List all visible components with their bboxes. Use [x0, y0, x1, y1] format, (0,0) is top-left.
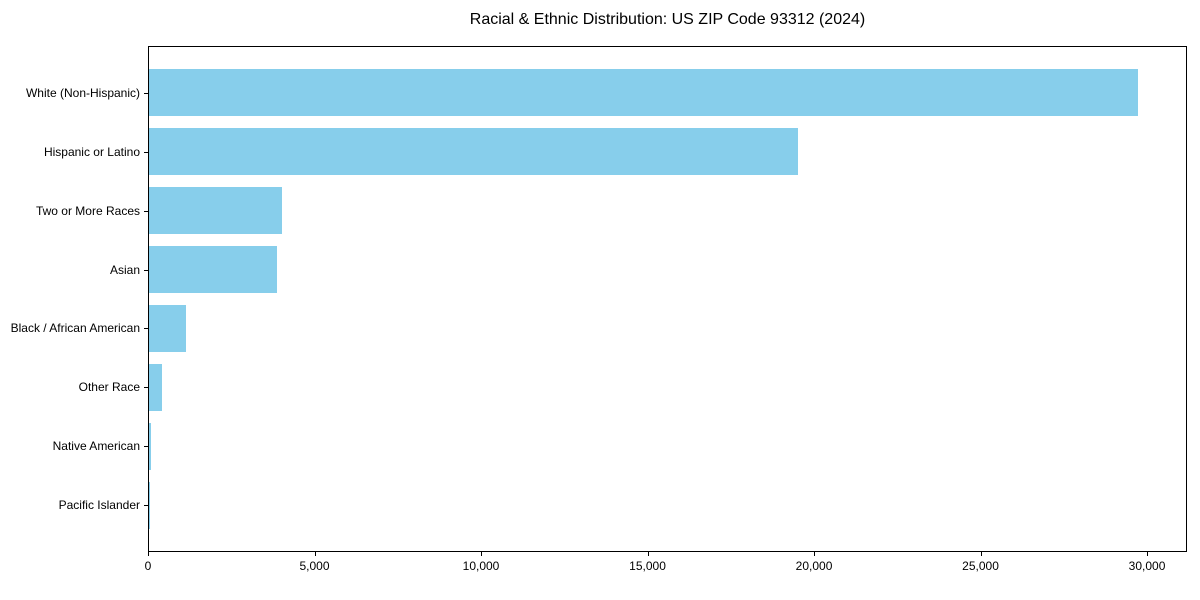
y-tick-mark	[144, 328, 148, 330]
x-tick-label: 30,000	[1128, 559, 1166, 573]
plot-area	[148, 46, 1187, 552]
x-tick-label: 10,000	[462, 559, 500, 573]
x-tick-label: 15,000	[629, 559, 666, 573]
x-tick-mark	[1147, 552, 1149, 556]
y-tick-mark	[144, 505, 148, 507]
x-tick-mark	[314, 552, 316, 556]
bar-asian	[149, 245, 278, 294]
x-tick-mark	[814, 552, 816, 556]
x-tick-mark	[148, 552, 149, 556]
y-tick-mark	[144, 210, 148, 212]
x-tick-mark	[647, 552, 649, 556]
x-tick-mark	[481, 552, 482, 556]
y-tick-label-native-american: Native American	[52, 439, 140, 454]
bar-other-race	[149, 363, 162, 412]
y-tick-label-white-non-hispanic: White (Non-Hispanic)	[25, 85, 140, 100]
x-tick-label: 20,000	[795, 559, 833, 573]
y-tick-mark	[144, 387, 148, 389]
bar-black-african-american	[149, 304, 186, 353]
y-tick-label-pacific-islander: Pacific Islander	[58, 498, 140, 513]
y-tick-mark	[144, 269, 148, 271]
y-tick-label-two-or-more-races: Two or More Races	[35, 203, 140, 218]
x-tick-mark	[980, 552, 982, 556]
x-tick-label: 5,000	[299, 559, 330, 573]
x-tick-label: 0	[144, 559, 152, 573]
chart-title: Racial & Ethnic Distribution: US ZIP Cod…	[469, 11, 866, 28]
bar-native-american	[149, 422, 151, 471]
y-tick-label-asian: Asian	[109, 262, 140, 277]
y-tick-mark	[144, 151, 148, 153]
bar-white-non-hispanic	[149, 69, 1139, 117]
y-tick-label-black-african-american: Black / African American	[10, 321, 140, 336]
y-tick-mark	[144, 446, 148, 448]
y-tick-mark	[144, 92, 148, 94]
y-tick-label-hispanic-or-latino: Hispanic or Latino	[43, 144, 140, 159]
bar-two-or-more-races	[149, 186, 283, 235]
bar-hispanic-or-latino	[149, 127, 799, 176]
y-tick-label-other-race: Other Race	[78, 380, 140, 395]
x-tick-label: 25,000	[962, 559, 999, 573]
